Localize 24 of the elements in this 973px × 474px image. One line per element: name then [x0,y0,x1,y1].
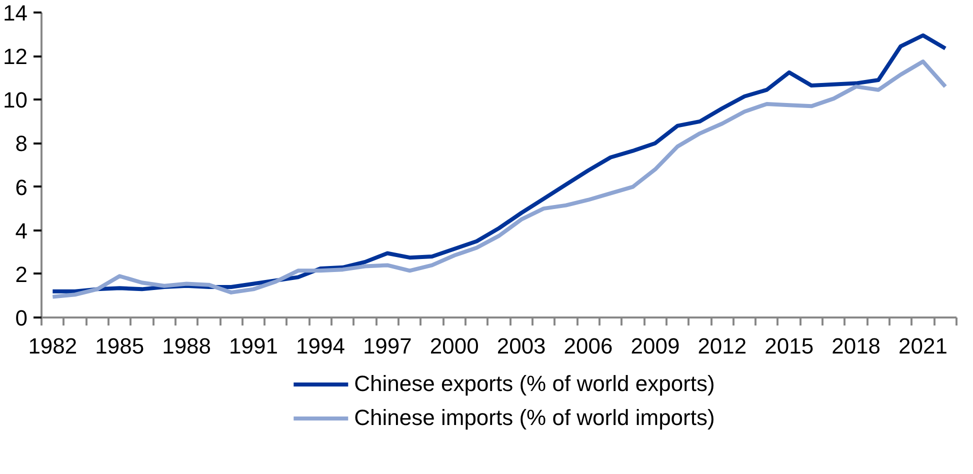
x-tick-label: 2018 [832,334,881,358]
y-tick-label: 14 [3,0,28,26]
x-tick-label: 1991 [229,334,278,358]
y-tick-label: 2 [15,262,28,287]
x-tick-label: 1985 [95,334,144,358]
y-tick-label: 6 [15,174,28,200]
x-tick-label: 2021 [898,334,948,358]
legend-label: Chinese imports (% of world imports) [354,405,715,431]
y-tick-label: 10 [3,88,28,113]
y-tick-label: 12 [3,44,28,70]
x-tick-label: 2000 [430,334,479,358]
x-tick-label: 2012 [698,334,747,358]
x-tick-label: 2003 [496,334,546,358]
y-tick-label: 0 [15,306,28,330]
x-tick-label: 1994 [296,334,345,358]
x-tick-label: 1982 [28,334,78,358]
x-tick-label: 1988 [162,334,212,358]
legend-label: Chinese exports (% of world exports) [354,371,715,397]
y-tick-label: 4 [15,218,28,244]
x-tick-label: 2006 [564,334,613,358]
x-tick-label: 1997 [362,334,412,358]
y-tick-label: 8 [15,131,28,156]
x-tick-label: 2009 [630,334,680,358]
x-tick-label: 2015 [764,334,814,358]
